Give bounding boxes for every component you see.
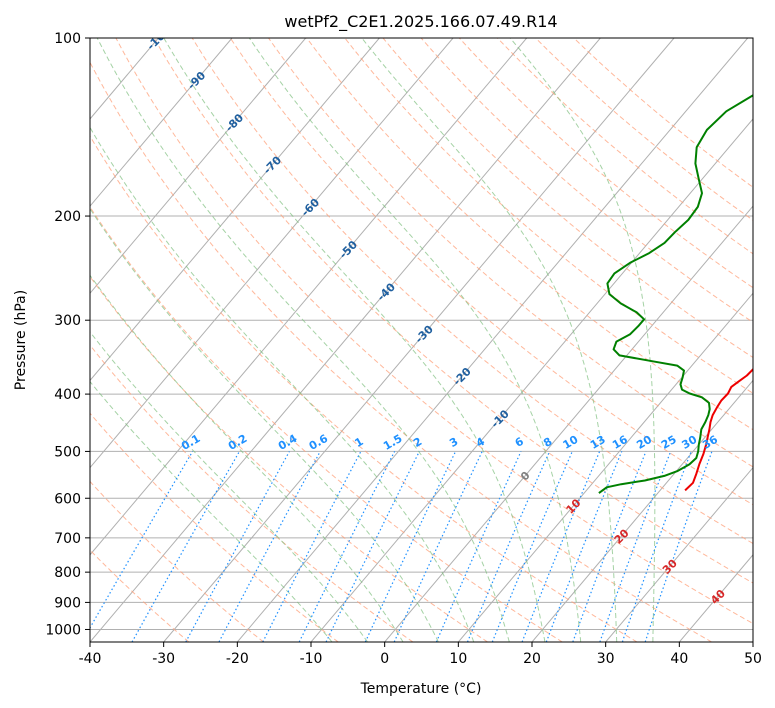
isotherm-line (163, 38, 675, 642)
y-tick-label: 200 (54, 209, 81, 225)
mixing-ratio-line (491, 451, 573, 642)
y-tick-label: 300 (54, 313, 81, 329)
x-tick-label: 50 (744, 651, 762, 667)
x-tick-label: -10 (300, 651, 323, 667)
moist-adiabat-line (248, 38, 582, 642)
dry-adiabat-line (90, 480, 264, 642)
y-tick-label: 400 (54, 387, 81, 403)
isotherm-line (90, 38, 454, 469)
y-tick-label: 500 (54, 444, 81, 460)
y-tick-label: 100 (54, 31, 81, 47)
mixing-ratio-line (185, 451, 290, 642)
dry-adiabat-line (90, 61, 712, 642)
y-axis-label: Pressure (hPa) (13, 290, 29, 390)
dry-adiabat-line (90, 275, 488, 642)
mixing-ratio-line (572, 451, 647, 642)
mixing-ratio-line (435, 451, 522, 642)
y-axis-ticks: 100 200 300 400 500 600 700 800 900 1000 (45, 31, 90, 638)
x-tick-label: -20 (226, 651, 249, 667)
mixing-ratio-line (644, 451, 713, 642)
isotherm-line (531, 379, 753, 642)
dry-adiabat-line (306, 38, 753, 431)
moist-adiabat-line (90, 331, 368, 642)
mixing-ratio-line (521, 451, 601, 642)
isotherm-line (90, 38, 307, 295)
x-tick-label: -40 (79, 651, 102, 667)
profile-series (598, 94, 753, 494)
y-tick-label: 900 (54, 595, 81, 611)
isotherm-line (605, 466, 753, 642)
mixing-ratio-line (599, 451, 672, 642)
moist-adiabat-line (90, 126, 475, 642)
mixing-ratio-line (218, 451, 321, 642)
isotherm-line (90, 38, 233, 207)
isotherm-line (90, 38, 528, 556)
moist-adiabat-line (163, 38, 546, 642)
temperature-profile-line (684, 368, 753, 492)
dry-adiabat-line (191, 38, 753, 545)
isotherm-line (384, 205, 753, 642)
plot-frame (89, 37, 754, 643)
y-tick-label: 700 (54, 531, 81, 547)
dry-adiabat-line (153, 38, 753, 584)
dry-adiabat-line (90, 412, 339, 642)
dry-adiabat-line (229, 38, 753, 506)
x-tick-label: 20 (523, 651, 541, 667)
mixing-ratio-line (298, 451, 396, 642)
y-tick-label: 600 (54, 491, 81, 507)
x-tick-label: 30 (597, 651, 615, 667)
x-tick-label: -30 (152, 651, 175, 667)
dry-adiabat-line (115, 38, 753, 625)
isotherm-line (90, 38, 601, 642)
x-axis-ticks: -40 -30 -20 -10 0 10 20 30 40 50 (79, 642, 762, 667)
moist-adiabat-line (96, 38, 510, 642)
chart-title: wetPf2_C2E1.2025.166.07.49.R14 (284, 12, 557, 32)
grid-lines (90, 38, 753, 642)
isotherm-line (90, 38, 380, 382)
x-tick-label: 10 (449, 651, 467, 667)
x-tick-label: 40 (670, 651, 688, 667)
mixing-ratio-line (131, 451, 240, 642)
dry-adiabat-line (90, 206, 563, 642)
dry-adiabat-line (420, 38, 753, 323)
moist-adiabat-line (509, 38, 656, 642)
y-tick-label: 1000 (45, 622, 81, 638)
mixing-ratio-line (466, 451, 551, 642)
mixing-ratio-line (621, 451, 692, 642)
moist-adiabat-line (90, 274, 404, 642)
mixing-ratio-line (545, 451, 623, 642)
isotherm-line (457, 292, 753, 642)
dry-adiabat-line (90, 134, 638, 642)
dry-adiabat-line (344, 38, 753, 394)
dewpoint-profile-line (598, 94, 753, 494)
dry-adiabat-line (458, 38, 753, 289)
y-tick-label: 800 (54, 565, 81, 581)
x-tick-label: 0 (380, 651, 389, 667)
x-axis-label: Temperature (°C) (360, 681, 482, 697)
isotherm-line (236, 38, 749, 642)
moist-adiabat-line (90, 207, 439, 642)
